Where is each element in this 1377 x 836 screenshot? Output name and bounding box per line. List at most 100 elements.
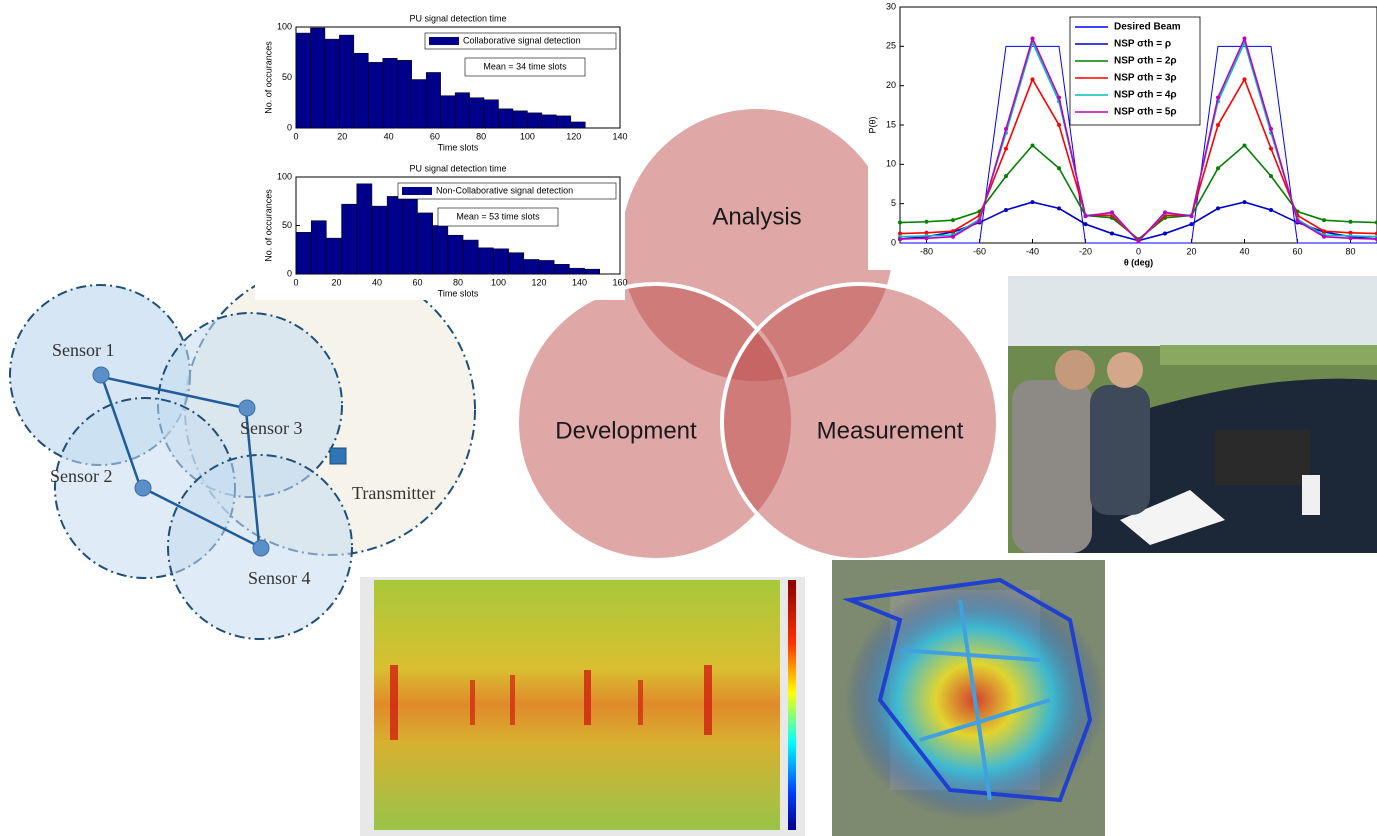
legend-label: NSP σth = 2ρ [1114, 56, 1177, 67]
marker [1269, 127, 1273, 131]
bar [357, 184, 372, 274]
bar [402, 198, 417, 274]
bar [397, 60, 411, 128]
marker [1057, 166, 1061, 170]
legend-label: Desired Beam [1114, 22, 1181, 33]
bar [539, 260, 554, 274]
marker [1349, 236, 1353, 240]
x-tick-label: 0 [293, 277, 298, 287]
sensor-label: Sensor 2 [50, 466, 113, 486]
bar [556, 116, 570, 128]
x-tick-label: 20 [337, 131, 347, 141]
y-axis-label: No. of occurances [263, 189, 273, 262]
sensor-label: Sensor 1 [52, 340, 115, 360]
x-tick-label: -20 [1079, 246, 1092, 256]
x-tick-label: 140 [572, 277, 587, 287]
legend-swatch [402, 187, 432, 195]
bar [448, 235, 463, 274]
bar [571, 122, 585, 128]
marker [925, 236, 929, 240]
legend-label: Collaborative signal detection [463, 35, 581, 45]
x-tick-label: 100 [520, 131, 535, 141]
bar [527, 113, 541, 128]
marker [1004, 127, 1008, 131]
marker [898, 221, 902, 225]
x-axis-label: θ (deg) [1124, 257, 1153, 267]
sensor-node [93, 367, 109, 383]
transmitter-label: Transmitter [352, 483, 435, 503]
marker [1137, 239, 1141, 243]
bar [418, 213, 433, 274]
bar [296, 232, 311, 274]
x-axis-label: Time slots [438, 142, 479, 152]
x-tick-label: 60 [430, 131, 440, 141]
marker [1031, 36, 1035, 40]
x-tick-label: 80 [476, 131, 486, 141]
y-tick-label: 0 [287, 122, 292, 132]
bar [433, 226, 448, 275]
bar [470, 98, 484, 128]
venn-label: Analysis [712, 203, 801, 230]
marker [978, 219, 982, 223]
y-tick-label: 50 [282, 220, 292, 230]
bar [569, 268, 584, 274]
bar [310, 28, 324, 128]
bar [585, 269, 600, 274]
spectrogram [360, 577, 805, 836]
legend-label: NSP σth = 5ρ [1114, 107, 1177, 118]
sensor-label: Sensor 3 [240, 418, 303, 438]
marker [1269, 174, 1273, 178]
y-tick-label: 15 [886, 119, 896, 129]
bar [455, 93, 469, 128]
marker [925, 220, 929, 224]
bar [478, 248, 493, 274]
chart-title: PU signal detection time [409, 163, 506, 173]
marker [951, 218, 955, 222]
x-tick-label: 80 [1345, 246, 1355, 256]
y-tick-label: 100 [277, 21, 292, 31]
marker [1031, 143, 1035, 147]
bar [513, 111, 527, 128]
marker [1243, 143, 1247, 147]
venn-label: Development [555, 417, 697, 444]
bar [387, 196, 402, 274]
x-tick-label: 60 [412, 277, 422, 287]
bar [339, 35, 353, 128]
x-tick-label: 60 [1292, 246, 1302, 256]
y-tick-label: 5 [891, 198, 896, 208]
bar [326, 238, 341, 274]
bar [383, 58, 397, 128]
bar [441, 96, 455, 128]
marker [898, 237, 902, 241]
marker [1031, 200, 1035, 204]
bar [493, 249, 508, 274]
marker [951, 235, 955, 239]
sensor-label: Sensor 4 [248, 568, 311, 588]
y-axis-label: P(θ) [867, 116, 877, 133]
marker [1269, 147, 1273, 151]
coverage-map [832, 560, 1105, 836]
bar [368, 62, 382, 128]
field-photo [1008, 276, 1377, 553]
y-tick-label: 50 [282, 72, 292, 82]
marker [1004, 174, 1008, 178]
y-tick-label: 20 [886, 80, 896, 90]
x-tick-label: 0 [293, 131, 298, 141]
y-tick-label: 10 [886, 159, 896, 169]
x-tick-label: 20 [1186, 246, 1196, 256]
x-tick-label: 100 [491, 277, 506, 287]
marker [1216, 206, 1220, 210]
legend-label: NSP σth = 4ρ [1114, 90, 1177, 101]
marker [1296, 219, 1300, 223]
bar [296, 33, 310, 128]
bar [325, 39, 339, 128]
marker [1349, 220, 1353, 224]
x-tick-label: 80 [453, 277, 463, 287]
bar [311, 221, 326, 274]
y-axis-label: No. of occurances [263, 41, 273, 114]
marker [1190, 222, 1194, 226]
bar [484, 100, 498, 128]
marker [1243, 200, 1247, 204]
marker [1322, 229, 1326, 233]
legend-label: NSP σth = ρ [1114, 39, 1171, 50]
